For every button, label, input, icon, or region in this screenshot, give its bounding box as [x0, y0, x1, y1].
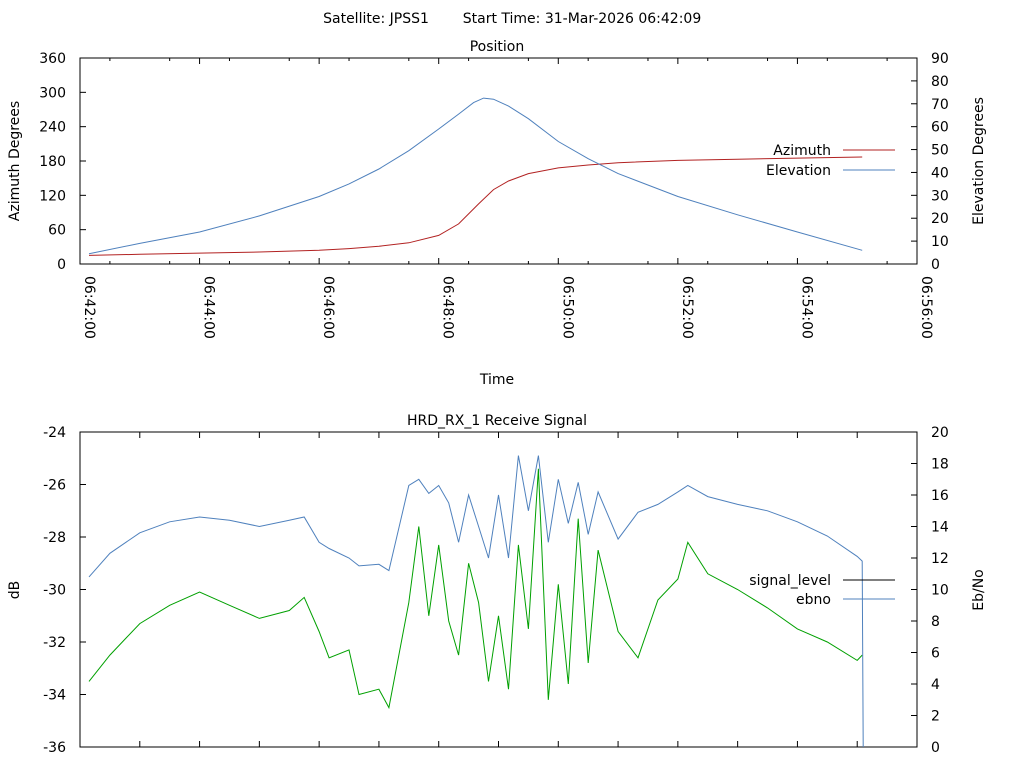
- y-tick-label: 120: [39, 188, 66, 204]
- x-tick-label: 06:44:00: [201, 276, 217, 339]
- elevation-axis-label: Elevation Degrees: [971, 97, 987, 225]
- receive-signal-plot-frame: [79, 431, 918, 748]
- receive-signal-chart-title: HRD_RX_1 Receive Signal: [407, 413, 587, 429]
- y2-tick-label: 14: [931, 520, 949, 536]
- y-tick-label: 0: [57, 257, 66, 273]
- y-tick-label: -32: [43, 635, 66, 651]
- y2-tick-label: 0: [931, 257, 940, 273]
- series-elevation-line: [88, 97, 863, 255]
- y2-tick-label: 18: [931, 457, 949, 473]
- x-tick-label: 06:50:00: [559, 276, 575, 339]
- y-tick-label: -24: [43, 425, 66, 441]
- y2-tick-label: 10: [931, 583, 949, 599]
- y-tick-label: 180: [39, 154, 66, 170]
- y2-tick-label: 20: [931, 211, 949, 227]
- y-tick-label: -30: [43, 583, 66, 599]
- y2-tick-label: 16: [931, 488, 949, 504]
- x-tick-label: 06:52:00: [679, 276, 695, 339]
- ebno-axis-label: Eb/No: [971, 569, 987, 611]
- y-tick-label: 300: [39, 85, 66, 101]
- position-chart-title: Position: [470, 39, 525, 55]
- position-plot-frame: [79, 57, 918, 265]
- y-tick-label: -34: [43, 688, 66, 704]
- satellite-label: Satellite: JPSS1: [323, 11, 429, 27]
- y2-tick-label: 90: [931, 51, 949, 67]
- legend-label-signal-level: signal_level: [749, 573, 831, 589]
- x-tick-label: 06:46:00: [320, 276, 336, 339]
- db-axis-label: dB: [7, 581, 23, 600]
- azimuth-axis-label: Azimuth Degrees: [7, 101, 23, 221]
- start-time-label: Start Time: 31-Mar-2026 06:42:09: [463, 11, 701, 27]
- y2-tick-label: 6: [931, 646, 940, 662]
- y2-tick-label: 40: [931, 165, 949, 181]
- legend-label-azimuth: Azimuth: [773, 143, 831, 159]
- y2-tick-label: 30: [931, 188, 949, 204]
- receive-signal-chart: HRD_RX_1 Receive Signal dB Eb/No -36 -34 -…: [7, 413, 987, 756]
- legend-label-ebno: ebno: [796, 592, 831, 608]
- y2-tick-label: 10: [931, 234, 949, 250]
- y-tick-label: 240: [39, 120, 66, 136]
- y2-tick-label: 0: [931, 740, 940, 756]
- y2-tick-label: 20: [931, 425, 949, 441]
- series-azimuth-line: [88, 156, 863, 256]
- y-tick-label: -26: [43, 478, 66, 494]
- y2-tick-label: 2: [931, 709, 940, 725]
- y2-tick-label: 12: [931, 551, 949, 567]
- y2-tick-label: 70: [931, 97, 949, 113]
- x-tick-label: 06:42:00: [81, 276, 97, 339]
- y2-tick-label: 4: [931, 677, 940, 693]
- position-x-axis-label: Time: [479, 372, 514, 388]
- x-tick-label: 06:48:00: [440, 276, 456, 339]
- y-tick-label: -28: [43, 530, 66, 546]
- y2-tick-label: 80: [931, 74, 949, 90]
- y-tick-label: 60: [48, 223, 66, 239]
- y-tick-label: -36: [43, 740, 66, 756]
- legend-label-elevation: Elevation: [766, 163, 831, 179]
- x-tick-label: 06:54:00: [798, 276, 814, 339]
- y-tick-label: 360: [39, 51, 66, 67]
- x-tick-label: 06:56:00: [918, 276, 934, 339]
- y2-tick-label: 60: [931, 120, 949, 136]
- series-ebno-line: [88, 455, 864, 748]
- y2-tick-label: 50: [931, 143, 949, 159]
- position-chart: Position Time Azimuth Degrees Elevation …: [7, 39, 987, 388]
- y2-tick-label: 8: [931, 614, 940, 630]
- series-signal-level-line: [88, 468, 863, 710]
